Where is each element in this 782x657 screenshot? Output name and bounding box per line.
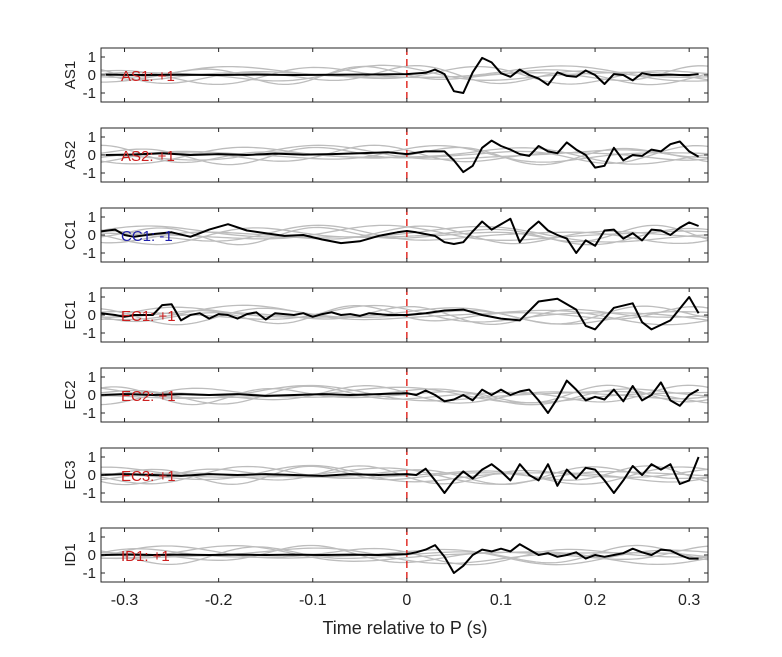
x-tick-label: -0.3 [111,592,139,609]
panel-annotation: AS2: +1 [121,148,175,165]
main-trace [101,456,700,494]
x-tick-label: 0.1 [490,592,512,609]
x-tick-label: 0.2 [584,592,606,609]
background-trace [101,224,708,241]
panel-annotation: AS1: +1 [121,68,175,85]
x-tick-label: 0.3 [678,592,700,609]
y-tick-label: 0 [88,307,96,324]
background-trace [101,545,708,566]
x-tick-label: -0.1 [299,592,327,609]
main-trace [105,56,699,94]
y-axis-label: EC1 [62,300,79,329]
x-axis: -0.3 -0.2 -0.1 0 0.1 0.2 0.3 [111,592,701,609]
background-trace [101,384,708,405]
background-traces [101,384,708,406]
background-trace [101,466,708,485]
y-tick-label: 0 [88,147,96,164]
main-trace [101,379,700,414]
y-tick-label: 1 [88,129,96,146]
background-traces [101,464,708,486]
panel-annotation: EC1: +1 [121,308,176,325]
background-trace [101,144,708,163]
x-tick-label: 0 [402,592,411,609]
y-tick-label: -1 [83,565,96,582]
panel-annotation: EC3: +1 [121,468,176,485]
main-trace [101,217,699,254]
background-traces [101,224,708,246]
y-axis-label: EC2 [62,380,79,409]
y-tick-label: 0 [88,67,96,84]
y-tick-label: -1 [83,325,96,342]
background-trace [101,65,708,85]
y-tick-label: 0 [88,387,96,404]
y-tick-label: 0 [88,227,96,244]
panel-annotation: EC2: +1 [121,388,176,405]
x-axis-label: Time relative to P (s) [322,618,487,638]
y-axis-label: AS1 [62,61,79,89]
y-tick-label: -1 [83,245,96,262]
y-tick-label: -1 [83,485,96,502]
y-tick-label: 0 [88,547,96,564]
background-trace [101,384,708,406]
y-tick-label: -1 [83,405,96,422]
y-tick-label: 1 [88,369,96,386]
y-tick-label: 1 [88,289,96,306]
y-tick-label: 0 [88,467,96,484]
main-trace [105,139,700,174]
y-tick-label: 1 [88,529,96,546]
y-tick-label: -1 [83,85,96,102]
panel-annotation: ID1: +1 [121,548,170,565]
panel-annotation: CC1: -1 [121,228,173,245]
background-trace [101,387,708,406]
y-tick-label: 1 [88,209,96,226]
y-tick-label: 1 [88,449,96,466]
x-tick-label: -0.2 [205,592,233,609]
background-trace [101,225,708,243]
y-axis-label: EC3 [62,460,79,489]
y-axis-label: CC1 [62,220,79,250]
background-trace [101,465,708,485]
background-traces [101,144,708,166]
background-trace [101,144,708,166]
y-tick-label: -1 [83,165,96,182]
background-trace [101,306,708,325]
background-trace [101,304,708,325]
main-trace [101,296,700,331]
background-trace [101,466,708,486]
background-trace [101,545,708,566]
y-axis-label: AS2 [62,141,79,169]
y-tick-label: 1 [88,49,96,66]
y-axis-label: ID1 [62,543,79,566]
main-trace [101,543,699,574]
